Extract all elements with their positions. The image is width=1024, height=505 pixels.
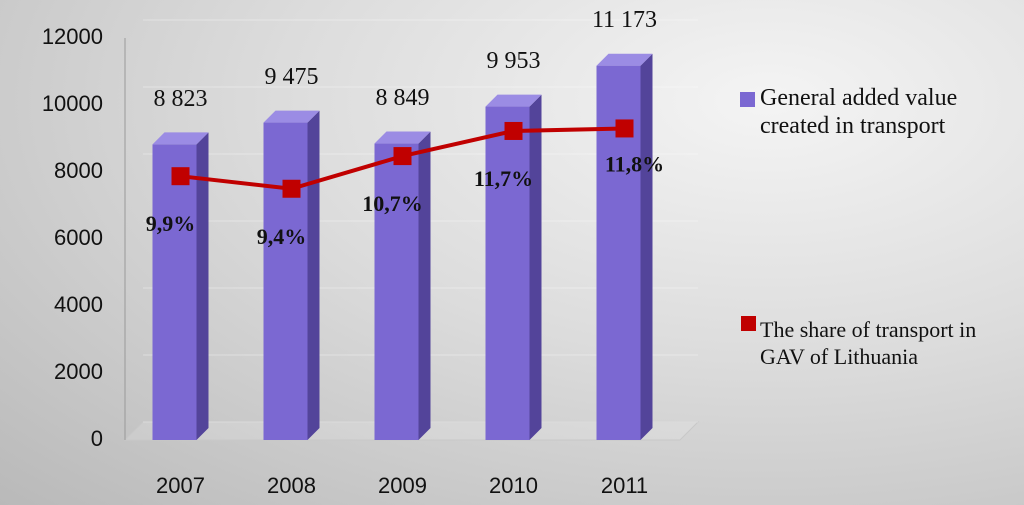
data-label: 8 823 (154, 86, 208, 112)
bar-top (596, 53, 653, 66)
x-tick-label: 2010 (489, 473, 538, 498)
y-tick-label: 12000 (42, 24, 103, 49)
x-tick-label: 2009 (378, 473, 427, 498)
y-tick-label: 8000 (54, 158, 103, 183)
line-marker (282, 179, 301, 198)
y-tick-label: 10000 (42, 91, 103, 116)
data-label: 11 173 (592, 7, 657, 33)
x-tick-label: 2007 (156, 473, 205, 498)
line-marker (171, 167, 190, 186)
data-label: 8 849 (376, 85, 430, 111)
data-label: 11,8% (605, 151, 664, 176)
bar-side (640, 53, 653, 440)
data-label: 9 953 (487, 48, 541, 74)
x-tick-label: 2011 (601, 473, 648, 498)
bar-side (196, 132, 209, 440)
line-marker (615, 119, 634, 138)
legend-label: The share of transport in GAV of Lithuan… (760, 317, 977, 369)
data-label: 9 475 (265, 64, 319, 90)
bar-top (485, 94, 542, 107)
y-tick-label: 0 (91, 426, 103, 451)
bar-top (263, 110, 320, 123)
line-marker (393, 147, 412, 166)
data-label: 9,9% (146, 211, 196, 236)
y-tick-label: 6000 (54, 225, 103, 250)
line-marker (504, 121, 523, 140)
y-tick-label: 4000 (54, 292, 103, 317)
bar-side (418, 131, 431, 440)
data-label: 9,4% (257, 224, 307, 249)
legend-label: General added value created in transport (760, 85, 958, 139)
data-label: 11,7% (474, 166, 533, 191)
legend-swatch (741, 316, 756, 331)
bar-top (152, 132, 209, 145)
y-tick-label: 2000 (54, 359, 103, 384)
bar (263, 122, 308, 441)
data-label: 10,7% (362, 191, 423, 216)
bar (485, 106, 530, 441)
bar-top (374, 131, 431, 144)
x-tick-label: 2008 (267, 473, 316, 498)
bar-side (529, 94, 542, 441)
legend-swatch (740, 92, 755, 107)
bar-side (307, 110, 320, 441)
bar (374, 143, 419, 440)
bar (152, 144, 197, 440)
